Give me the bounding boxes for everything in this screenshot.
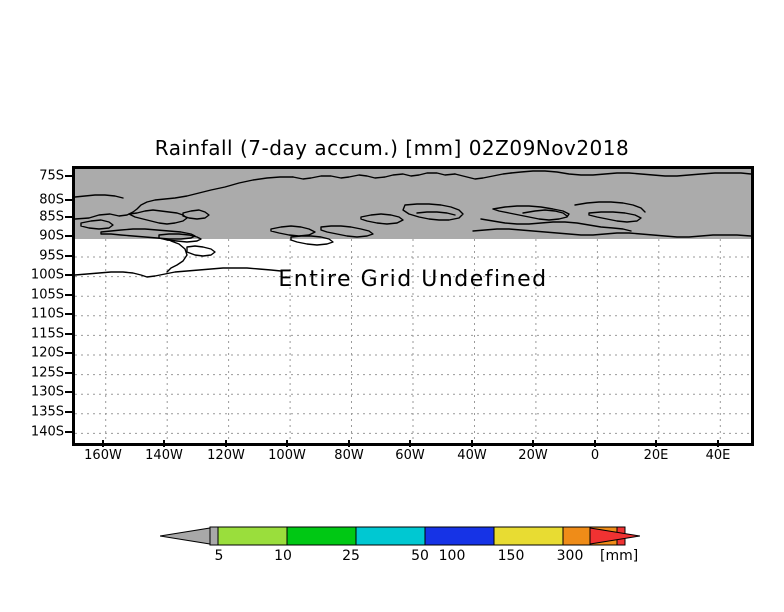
x-tick-mark-40w (471, 440, 473, 447)
colorbar-label-50: 50 (411, 548, 429, 564)
page-title: Rainfall (7-day accum.) [mm] 02Z09Nov201… (154, 136, 630, 160)
y-tick-mark-140s (65, 431, 72, 433)
y-tick-mark-85s (65, 216, 72, 218)
x-tick-mark-20w (532, 440, 534, 447)
x-tick-mark-140w (163, 440, 165, 447)
x-tick-label-60w: 60W (395, 448, 425, 463)
colorbar-swatch-4 (424, 526, 495, 546)
y-tick-label-105s: 105S (30, 287, 64, 303)
y-tick-label-140s: 140S (30, 424, 64, 440)
colorbar-swatch-gray (209, 526, 219, 546)
y-tick-mark-110s (65, 313, 72, 315)
colorbar-high-arrow (589, 527, 640, 545)
x-tick-label-40w: 40W (457, 448, 487, 463)
colorbar-label-25: 25 (342, 548, 360, 564)
x-tick-mark-20e (655, 440, 657, 447)
y-tick-label-135s: 135S (30, 404, 64, 420)
y-tick-label-130s: 130S (30, 384, 64, 400)
y-tick-mark-75s (65, 175, 72, 177)
colorbar-low-arrow (160, 527, 211, 545)
y-tick-label-110s: 110S (30, 306, 64, 322)
x-tick-label-20w: 20W (518, 448, 548, 463)
colorbar-swatch-5 (493, 526, 564, 546)
y-tick-label-85s: 85S (39, 209, 64, 225)
colorbar-unit-label: [mm] (600, 548, 639, 564)
x-tick-label-120w: 120W (207, 448, 245, 463)
y-tick-mark-90s (65, 235, 72, 237)
y-tick-mark-120s (65, 352, 72, 354)
y-tick-label-125s: 125S (30, 365, 64, 381)
colorbar-label-300: 300 (556, 548, 584, 564)
y-tick-label-90s: 90S (39, 228, 64, 244)
entire-grid-undefined-message: Entire Grid Undefined (278, 267, 548, 292)
x-tick-label-160w: 160W (84, 448, 122, 463)
y-tick-label-80s: 80S (39, 192, 64, 208)
colorbar-label-150: 150 (497, 548, 525, 564)
colorbar-swatch-3 (355, 526, 426, 546)
y-tick-label-75s: 75S (39, 168, 64, 184)
y-tick-mark-135s (65, 411, 72, 413)
y-tick-mark-115s (65, 333, 72, 335)
x-tick-mark-40e (717, 440, 719, 447)
y-tick-label-115s: 115S (30, 326, 64, 342)
y-tick-mark-100s (65, 274, 72, 276)
colorbar-label-100: 100 (438, 548, 466, 564)
x-tick-label-100w: 100W (268, 448, 306, 463)
x-tick-mark-100w (286, 440, 288, 447)
colorbar-swatch-1 (217, 526, 288, 546)
x-tick-mark-80w (348, 440, 350, 447)
x-tick-mark-0 (594, 440, 596, 447)
y-tick-label-100s: 100S (30, 267, 64, 283)
y-tick-mark-130s (65, 391, 72, 393)
colorbar-label-10: 10 (274, 548, 292, 564)
x-tick-label-80w: 80W (334, 448, 364, 463)
x-tick-mark-160w (102, 440, 104, 447)
x-tick-label-140w: 140W (145, 448, 183, 463)
x-tick-mark-120w (225, 440, 227, 447)
y-tick-label-120s: 120S (30, 345, 64, 361)
y-tick-mark-80s (65, 199, 72, 201)
y-tick-mark-125s (65, 372, 72, 374)
y-tick-label-95s: 95S (39, 248, 64, 264)
colorbar[interactable] (160, 524, 640, 548)
y-tick-mark-95s (65, 255, 72, 257)
x-tick-label-0: 0 (590, 448, 600, 463)
x-tick-label-20e: 20E (643, 448, 669, 463)
x-tick-label-40e: 40E (705, 448, 731, 463)
colorbar-swatch-2 (286, 526, 357, 546)
x-tick-mark-60w (409, 440, 411, 447)
y-tick-mark-105s (65, 294, 72, 296)
colorbar-label-5: 5 (214, 548, 224, 564)
colorbar-tick-labels: 5 10 25 50 100 150 300 (0, 548, 784, 568)
